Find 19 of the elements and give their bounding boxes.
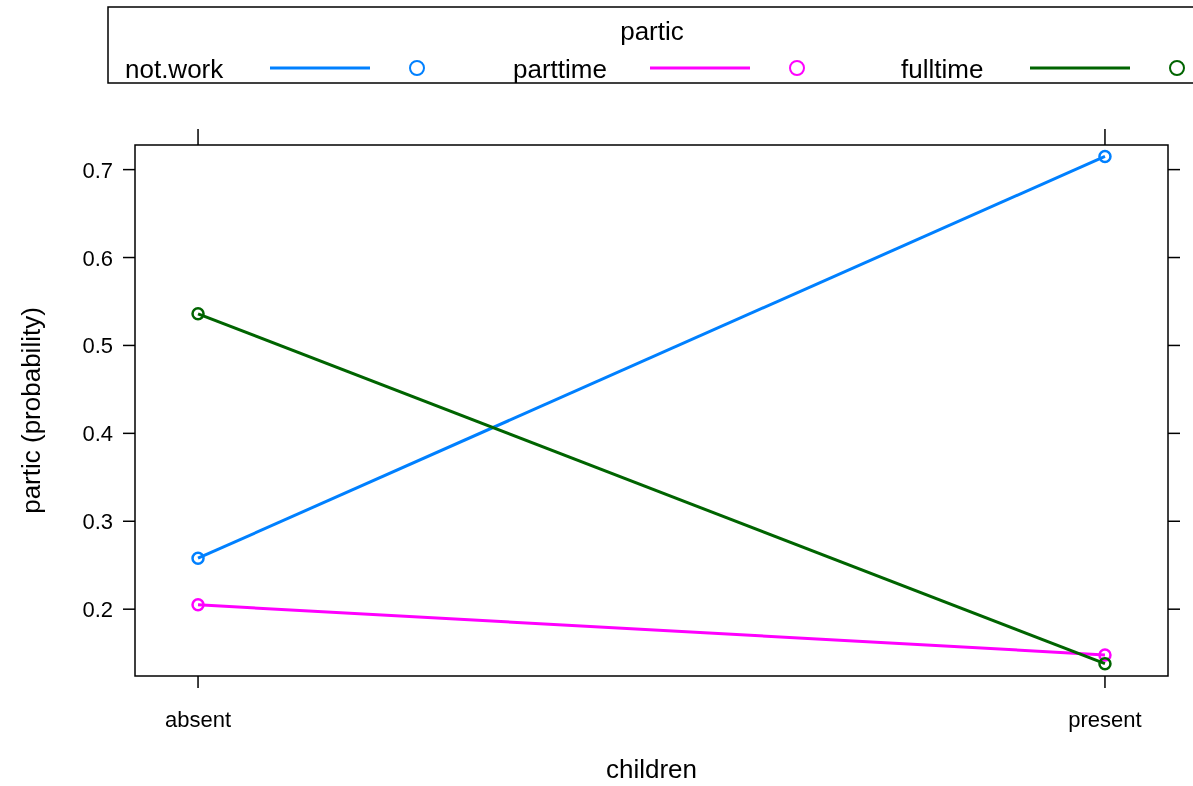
y-tick-label: 0.3	[82, 509, 113, 535]
y-tick-label: 0.4	[82, 421, 113, 447]
legend-label: parttime	[513, 54, 607, 84]
legend-title: partic	[620, 16, 684, 46]
legend-label: not.work	[125, 54, 225, 84]
x-axis-title: children	[605, 754, 698, 784]
point	[191, 551, 205, 565]
y-tick-label: 0.5	[82, 333, 113, 359]
y-tick-label: 0.7	[82, 157, 113, 183]
point	[191, 598, 205, 612]
y-tick-label: 0.6	[82, 245, 113, 271]
point	[1098, 149, 1112, 164]
y-tick-label: 0.2	[82, 597, 113, 623]
x-tick-label: absent	[165, 707, 232, 732]
y-axis-title: partic (probability)	[16, 307, 46, 514]
point	[1098, 656, 1112, 671]
x-tick-label: present	[1068, 707, 1142, 732]
legend-label: fulltime	[901, 54, 984, 84]
point	[191, 307, 205, 321]
